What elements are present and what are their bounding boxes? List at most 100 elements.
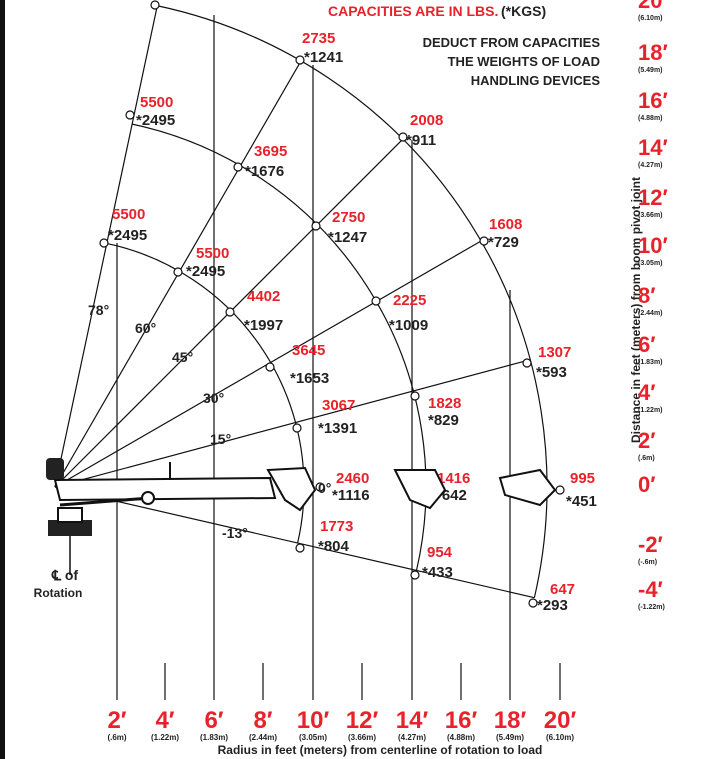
angle-label: 45° <box>172 349 193 365</box>
x-tick-meters: (1.83m) <box>200 733 228 742</box>
angle-label: 30° <box>203 390 224 406</box>
y-tick-feet: 6′ <box>638 332 656 357</box>
x-tick-feet: 16′ <box>445 707 478 734</box>
capacity-kgs-label: *451 <box>566 493 597 510</box>
y-tick-meters: (.6m) <box>638 455 655 462</box>
capacity-lbs-label: 1307 <box>538 344 571 361</box>
capacity-lbs-label: 5500 <box>112 206 145 223</box>
deduct-note: HANDLING DEVICES <box>471 73 601 88</box>
y-tick-meters: (4.27m) <box>638 162 663 169</box>
capacity-lbs-label: 3695 <box>254 143 287 160</box>
point-node <box>523 359 531 367</box>
capacity-kgs-label: *2495 <box>136 112 175 129</box>
point-node <box>480 237 488 245</box>
capacity-kgs-label: *1116 <box>332 487 370 504</box>
x-tick-feet: 18′ <box>494 707 527 734</box>
x-tick-meters: (2.44m) <box>249 733 277 742</box>
point-node <box>411 392 419 400</box>
y-tick-feet: 14′ <box>638 135 668 160</box>
capacity-kgs-label: *593 <box>536 364 567 381</box>
y-tick-meters: (3.05m) <box>638 260 663 267</box>
angle-label: 78° <box>88 302 109 318</box>
y-tick-meters: (1.22m) <box>638 407 663 414</box>
arc <box>157 6 547 598</box>
y-tick-meters: (5.49m) <box>638 67 663 74</box>
capacity-lbs-label: 954 <box>427 544 453 561</box>
point-node <box>293 424 301 432</box>
y-tick-feet: 20′ <box>638 0 668 13</box>
x-tick-meters: (5.49m) <box>496 733 524 742</box>
x-tick-meters: (6.10m) <box>546 733 574 742</box>
left-border <box>0 0 5 759</box>
point-node <box>312 222 320 230</box>
point-node <box>226 308 234 316</box>
capacity-lbs-label: 2735 <box>302 30 335 47</box>
x-tick-feet: 14′ <box>396 707 429 734</box>
y-tick-meters: (-1.22m) <box>638 604 665 611</box>
point-node <box>411 571 419 579</box>
capacity-kgs-label: *829 <box>428 412 459 429</box>
capacity-kgs-label: *1391 <box>318 420 357 437</box>
y-tick-feet: 12′ <box>638 185 668 210</box>
capacity-kgs-label: *1676 <box>245 163 284 180</box>
y-tick-meters: (3.66m) <box>638 212 663 219</box>
deduct-note: DEDUCT FROM CAPACITIES <box>423 35 601 50</box>
point-node <box>556 486 564 494</box>
capacity-lbs-label: 1828 <box>428 395 461 412</box>
capacity-lbs-label: 995 <box>570 470 595 487</box>
capacity-kgs-label: *729 <box>488 234 519 251</box>
x-tick-meters: (3.66m) <box>348 733 376 742</box>
capacity-kgs-label: *433 <box>422 564 453 581</box>
y-tick-meters: (1.83m) <box>638 359 663 366</box>
y-tick-feet: 10′ <box>638 233 668 258</box>
crane-art <box>46 458 555 575</box>
x-tick-feet: 6′ <box>204 707 223 734</box>
x-tick-meters: (4.88m) <box>447 733 475 742</box>
capacity-lbs-label: 5500 <box>140 94 173 111</box>
x-tick-feet: 4′ <box>155 707 174 734</box>
capacity-lbs-label: 3645 <box>292 342 325 359</box>
capacity-kgs-label: *1653 <box>290 370 329 387</box>
arc <box>132 124 426 570</box>
rotation-symbol: ℄ of <box>51 567 78 583</box>
capacity-kgs-label: *1247 <box>328 229 367 246</box>
point-node <box>296 56 304 64</box>
angle-label: 0° <box>318 480 331 496</box>
rotation-text: Rotation <box>34 586 83 600</box>
x-tick-feet: 8′ <box>253 707 272 734</box>
y-tick-meters: (4.88m) <box>638 115 663 122</box>
capacity-kgs-label: *804 <box>318 538 350 555</box>
capacity-kgs-label: *1997 <box>244 317 283 334</box>
point-node <box>372 297 380 305</box>
x-tick-feet: 2′ <box>107 707 126 734</box>
capacity-lbs-label: 2750 <box>332 209 365 226</box>
capacity-lbs: CAPACITIES ARE IN LBS. <box>328 3 498 19</box>
capacity-kgs: (*KGS) <box>501 3 546 19</box>
capacity-kgs-label: *911 <box>406 132 436 149</box>
y-tick-feet: -2′ <box>638 532 663 557</box>
capacity-lbs-label: 4402 <box>247 288 280 305</box>
capacity-lbs-label: 647 <box>550 581 575 598</box>
y-tick-meters: (-.6m) <box>638 559 657 566</box>
y-tick-feet: 0′ <box>638 472 656 497</box>
y-tick-feet: 8′ <box>638 283 656 308</box>
y-tick-feet: 2′ <box>638 428 656 453</box>
x-tick-meters: (4.27m) <box>398 733 426 742</box>
point-node <box>529 599 537 607</box>
point-node <box>266 363 274 371</box>
x-tick-meters: (.6m) <box>107 733 126 742</box>
capacity-kgs-label: *2495 <box>108 227 147 244</box>
load-chart: CAPACITIES ARE IN LBS. (*KGS) DEDUCT FRO… <box>0 0 703 759</box>
angle-label: -13° <box>222 525 248 541</box>
point-node <box>296 544 304 552</box>
x-tick-meters: (1.22m) <box>151 733 179 742</box>
capacity-kgs-label: *1009 <box>389 317 428 334</box>
point-node <box>151 1 159 9</box>
capacity-kgs-label: *1241 <box>304 49 343 66</box>
y-tick-meters: (2.44m) <box>638 310 663 317</box>
y-tick-feet: -4′ <box>638 577 663 602</box>
y-tick-meters: (6.10m) <box>638 15 663 22</box>
point-node <box>234 163 242 171</box>
capacity-lbs-label: 2008 <box>410 112 443 129</box>
capacity-kgs-label: *293 <box>537 597 568 614</box>
